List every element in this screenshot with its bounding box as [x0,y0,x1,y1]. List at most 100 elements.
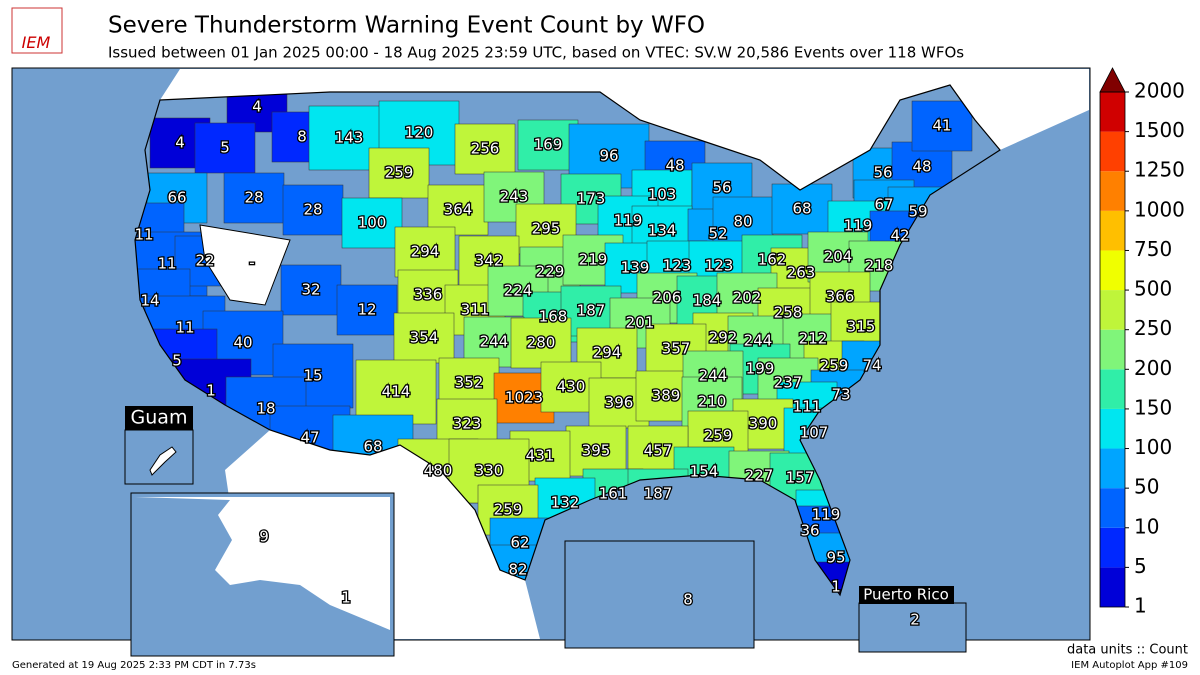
colorbar: 1 5 10 50 100 150 200 250 500 750 1000 1250 1500 2000 [1099,67,1185,618]
no-data-label: - [249,254,254,272]
wfo-region [510,317,572,369]
wfo-count: 229 [536,263,565,281]
wfo-count: 11 [157,255,176,273]
wfo-count: 364 [444,201,473,219]
hawaii-inset [564,540,755,649]
wfo-region [282,184,344,236]
wfo-count: 315 [847,318,876,336]
wfo-count: 73 [831,386,850,404]
wfo-count: 336 [414,286,443,304]
wfo-count: 68 [792,200,811,218]
wfo-count: 366 [826,288,855,306]
wfo-count: 2 [910,611,920,629]
colorbar-segment [1100,329,1125,370]
colorbar-segment [1100,488,1125,528]
colorbar-label: 5 [1134,554,1147,578]
wfo-count: 107 [800,424,829,442]
wfo-count: 244 [480,333,509,351]
wfo-count: 111 [793,398,822,416]
wfo-count: 184 [693,292,722,310]
wfo-count: 294 [593,344,622,362]
wfo-region [280,264,342,316]
wfo-count: 32 [301,281,320,299]
wfo-count: 132 [551,494,580,512]
wfo-count: 219 [579,251,608,269]
wfo-region [355,359,437,425]
wfo-count: 22 [195,252,214,270]
wfo-count: 74 [862,357,881,375]
wfo-count: 1 [341,589,351,607]
wfo-count: 28 [244,189,263,207]
wfo-count: 227 [745,467,774,485]
wfo-count: 263 [787,264,816,282]
colorbar-segment [1100,290,1125,330]
colorbar-frame [1099,91,1126,608]
wfo-count: 210 [698,393,727,411]
wfo-count: 143 [335,129,364,147]
wfo-count: 389 [652,387,681,405]
units: data units :: Count [1067,643,1188,658]
colorbar-label: 200 [1134,356,1172,380]
wfo-count: 243 [500,188,529,206]
wfo-count: 256 [471,140,500,158]
wfo-count: 4 [175,134,185,152]
alaska-land [135,497,390,630]
wfo-count: 67 [874,196,893,214]
wfo-count: 120 [405,124,434,142]
wfo-region [517,119,579,171]
wfo-count: 237 [774,374,803,392]
wfo-count: 14 [140,292,159,310]
colorbar-label: 1250 [1134,158,1185,182]
colorbar-label: 250 [1134,316,1172,340]
logo: IEM [11,7,63,54]
wfo-count: 119 [844,217,873,235]
wfo-region [771,183,833,235]
no-data-region [199,224,291,306]
wfo-count: 244 [699,367,728,385]
wfo-count: 259 [385,164,414,182]
wfo-count: 9 [259,528,269,546]
wfo-count: 342 [475,252,504,270]
wfo-count: 119 [614,212,643,230]
wfo-count: 187 [577,302,606,320]
wfo-count: 259 [494,501,523,519]
colorbar-segment [1100,567,1125,607]
wfo-count: 80 [733,213,752,231]
wfo-count: 47 [300,429,319,447]
app: IEM Autoplot App #109 [1071,660,1188,671]
generated: Generated at 19 Aug 2025 2:33 PM CDT in … [12,660,256,671]
wfo-count: 395 [582,442,611,460]
wfo-count: 330 [475,462,504,480]
wfo-count: 352 [455,374,484,392]
wfo-count: 357 [662,340,691,358]
wfo-count: 457 [644,442,673,460]
wfo-count: 139 [621,259,650,277]
wfo-count: 59 [908,203,927,221]
wfo-count: 204 [824,248,853,266]
wfo-count: 206 [653,289,682,307]
wfo-count: 123 [663,257,692,275]
wfo-region [341,197,403,249]
wfo-region [368,147,430,199]
wfo-count: 201 [626,314,655,332]
pr-label: Puerto Rico [863,586,949,604]
wfo-count: 354 [410,329,439,347]
colorbar-label: 500 [1134,277,1172,301]
canada [160,69,1089,190]
colorbar-segment [1100,250,1125,291]
wfo-count: 5 [172,352,182,370]
wfo-count: 295 [532,220,561,238]
wfo-count: 224 [504,282,533,300]
wfo-count: 480 [424,462,453,480]
wfo-count: 15 [303,367,322,385]
wfo-count: 82 [508,561,527,579]
wfo-count: 430 [557,378,586,396]
title: Severe Thunderstorm Warning Event Count … [108,13,705,39]
wfo-count: 100 [358,214,387,232]
colorbar-segment [1100,92,1125,132]
guam-land [149,446,177,476]
wfo-region [393,312,455,364]
wfo-count: 5 [220,139,230,157]
